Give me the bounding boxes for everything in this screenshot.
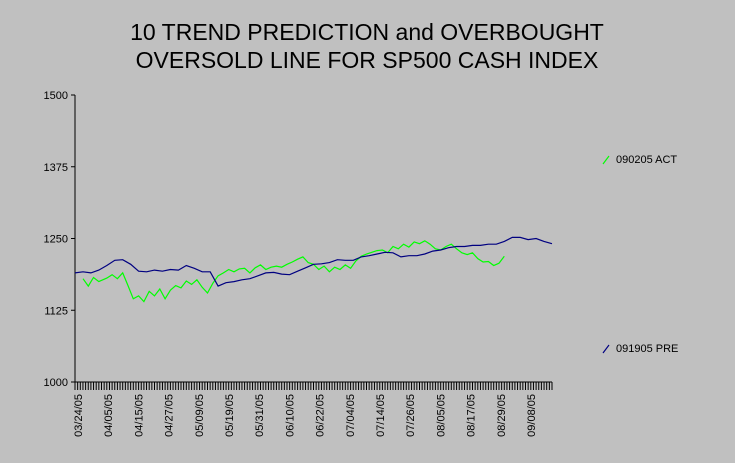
x-tick-label: 06/10/05 — [284, 394, 296, 437]
x-tick-label: 05/19/05 — [224, 394, 236, 437]
x-axis: 03/24/05 04/05/05 04/15/05 04/27/05 05/09/05… — [73, 381, 553, 437]
x-tick-label: 05/09/05 — [194, 394, 206, 437]
y-tick-label: 1375 — [44, 162, 68, 174]
y-tick-label: 1500 — [44, 90, 68, 102]
x-tick-label: 04/15/05 — [133, 394, 145, 437]
legend-marker-pre — [602, 344, 610, 354]
series-lines — [74, 236, 553, 303]
y-axis: 1500 1375 1250 1125 1000 — [44, 90, 76, 389]
x-tick-label: 04/27/05 — [164, 394, 176, 437]
x-tick-label: 07/04/05 — [345, 394, 357, 437]
x-tick-label: 08/05/05 — [435, 394, 447, 437]
y-tick-label: 1000 — [44, 377, 68, 389]
series-line-0 — [82, 240, 505, 303]
x-tick-label: 03/24/05 — [73, 394, 85, 437]
y-tick-label: 1250 — [44, 234, 68, 246]
chart-title-line-1: 10 TREND PREDICTION and OVERBOUGHT — [130, 19, 604, 45]
x-tick-label: 07/14/05 — [375, 394, 387, 437]
x-tick-label: 08/29/05 — [496, 394, 508, 437]
y-tick-label: 1125 — [44, 305, 68, 317]
legend-label-act: 090205 ACT — [616, 154, 677, 166]
x-tick-label: 04/05/05 — [103, 394, 115, 437]
x-tick-label: 09/08/05 — [526, 394, 538, 437]
x-tick-label: 05/31/05 — [254, 394, 266, 437]
series-line-1 — [74, 236, 553, 287]
legend-marker-act — [602, 155, 610, 165]
x-tick-label: 08/17/05 — [466, 394, 478, 437]
legend-label-pre: 091905 PRE — [616, 343, 678, 355]
x-tick-label: 06/22/05 — [315, 394, 327, 437]
x-tick-label: 07/26/05 — [405, 394, 417, 437]
legend: 090205 ACT 091905 PRE — [602, 154, 678, 355]
chart-title-line-2: OVERSOLD LINE FOR SP500 CASH INDEX — [136, 47, 599, 73]
